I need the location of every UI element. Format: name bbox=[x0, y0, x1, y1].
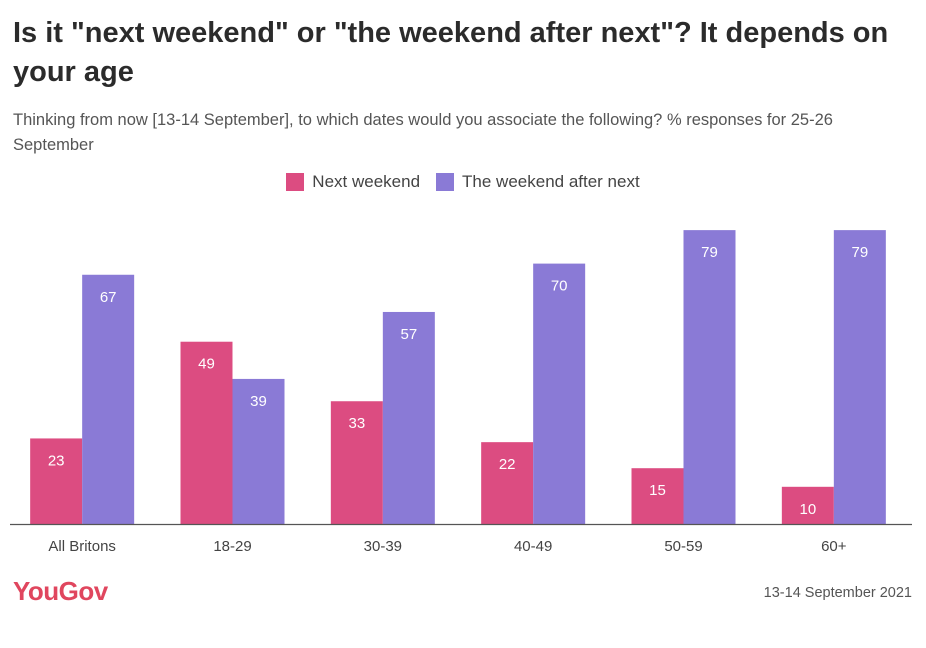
chart-subtitle: Thinking from now [13-14 September], to … bbox=[13, 111, 833, 154]
data-label-the-weekend-after-next-18-29: 39 bbox=[250, 393, 267, 410]
bar-next-weekend-50-59 bbox=[631, 468, 684, 524]
bar-next-weekend-60 bbox=[781, 486, 834, 524]
data-label-the-weekend-after-next-60: 79 bbox=[851, 244, 868, 261]
x-tick-label-all-britons: All Britons bbox=[48, 538, 116, 555]
data-label-the-weekend-after-next-all-britons: 67 bbox=[100, 289, 117, 306]
bar-the-weekend-after-next-all-britons bbox=[82, 274, 135, 524]
legend: Next weekend The weekend after next bbox=[0, 172, 926, 192]
survey-date: 13-14 September 2021 bbox=[763, 585, 912, 601]
bar-the-weekend-after-next-50-59 bbox=[683, 230, 736, 524]
data-label-next-weekend-18-29: 49 bbox=[198, 356, 215, 373]
data-label-next-weekend-60: 10 bbox=[799, 501, 816, 518]
bar-next-weekend-40-49 bbox=[481, 442, 534, 524]
yougov-logo: YouGov bbox=[13, 576, 108, 606]
x-tick-label-50-59: 50-59 bbox=[664, 538, 702, 555]
legend-swatch-weekend-after-next bbox=[436, 173, 455, 191]
data-label-the-weekend-after-next-50-59: 79 bbox=[701, 244, 718, 261]
legend-swatch-next-weekend bbox=[286, 173, 305, 191]
x-tick-label-30-39: 30-39 bbox=[364, 538, 402, 555]
legend-item-next-weekend: Next weekend bbox=[286, 172, 420, 192]
bar-the-weekend-after-next-60 bbox=[833, 230, 886, 524]
chart-title: Is it "next weekend" or "the weekend aft… bbox=[13, 17, 889, 88]
data-label-the-weekend-after-next-40-49: 70 bbox=[551, 278, 568, 295]
bar-the-weekend-after-next-18-29 bbox=[232, 378, 285, 524]
data-label-next-weekend-30-39: 33 bbox=[348, 415, 365, 432]
data-label-the-weekend-after-next-30-39: 57 bbox=[400, 326, 417, 343]
legend-item-weekend-after-next: The weekend after next bbox=[436, 172, 640, 192]
bar-the-weekend-after-next-30-39 bbox=[382, 311, 435, 524]
x-tick-label-18-29: 18-29 bbox=[213, 538, 251, 555]
bar-next-weekend-30-39 bbox=[330, 401, 383, 524]
data-label-next-weekend-40-49: 22 bbox=[499, 456, 516, 473]
legend-label-weekend-after-next: The weekend after next bbox=[462, 172, 640, 191]
data-label-next-weekend-50-59: 15 bbox=[649, 482, 666, 499]
bar-next-weekend-all-britons bbox=[30, 438, 83, 524]
bar-the-weekend-after-next-40-49 bbox=[533, 263, 586, 524]
x-tick-label-60: 60+ bbox=[821, 538, 847, 555]
x-tick-label-40-49: 40-49 bbox=[514, 538, 552, 555]
data-label-next-weekend-all-britons: 23 bbox=[48, 452, 65, 469]
legend-label-next-weekend: Next weekend bbox=[312, 172, 421, 191]
bar-next-weekend-18-29 bbox=[180, 341, 233, 524]
